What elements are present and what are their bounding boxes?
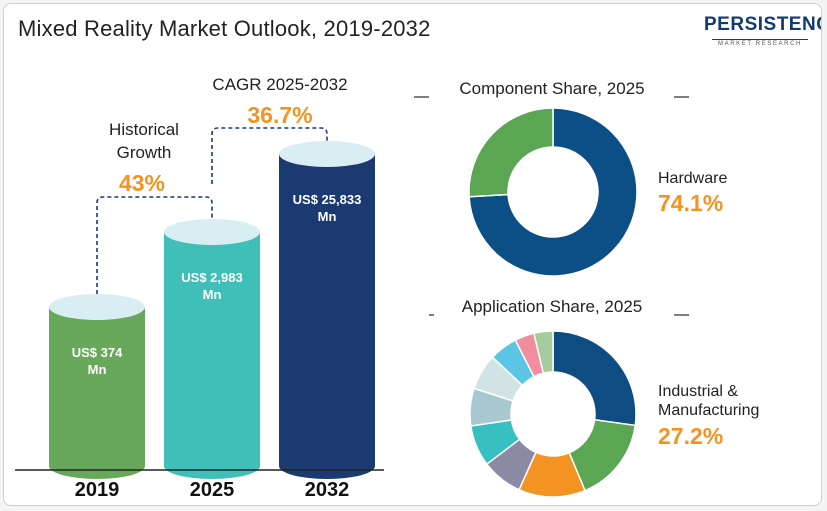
industrial-label: Industrial & <box>658 383 738 400</box>
historical-label: Growth <box>117 143 172 162</box>
x-tick-label: 2032 <box>305 479 350 501</box>
cagr-value: 36.7% <box>247 102 312 128</box>
bar-value-unit: Mn <box>88 362 107 377</box>
brand-divider <box>712 39 808 40</box>
hardware-value: 74.1% <box>658 190 723 216</box>
x-tick-label: 2019 <box>75 479 120 501</box>
application-share-title: Application Share, 2025 <box>462 297 643 316</box>
hardware-label: Hardware <box>658 170 727 187</box>
infographic-frame: Mixed Reality Market Outlook, 2019-2032 … <box>3 3 822 506</box>
cagr-connector <box>211 127 328 184</box>
brand-tagline: MARKET RESEARCH <box>718 41 802 47</box>
historical-value: 43% <box>119 170 165 196</box>
component-title-bg <box>429 76 674 102</box>
donut-slice <box>468 107 554 198</box>
bar-top-2032 <box>279 141 375 167</box>
bar-2032 <box>279 154 375 479</box>
donut-slice-industrial-manufacturing <box>552 330 637 427</box>
bar-top-2019 <box>49 294 145 320</box>
donut-slice <box>532 330 554 375</box>
donut-slice-hardware <box>468 107 638 277</box>
brand-name: PERSISTENCE <box>704 14 821 35</box>
bar-top-2025 <box>164 218 260 245</box>
page-title: Mixed Reality Market Outlook, 2019-2032 <box>18 16 431 41</box>
historical-connector <box>96 196 213 294</box>
industrial-label: Manufacturing <box>658 402 759 419</box>
x-tick-label: 2025 <box>190 479 235 501</box>
cagr-label: CAGR 2025-2032 <box>212 75 347 94</box>
historical-label: Historical <box>109 120 179 139</box>
chart-canvas: US$ 374 Mn 2019 US$ 2,983 Mn 2025 US$ 25,833 Mn… <box>15 75 759 501</box>
bar-value-label: US$ 25,833 <box>293 192 362 207</box>
bar-value-label: US$ 374 <box>72 345 123 360</box>
bar-2019 <box>49 307 145 479</box>
application-title-bg <box>434 294 674 320</box>
component-share-title: Component Share, 2025 <box>459 79 644 98</box>
bar-2025 <box>164 231 260 479</box>
bar-value-label: US$ 2,983 <box>181 270 242 285</box>
brand-logo: PERSISTENCE MARKET RESEARCH <box>704 14 821 56</box>
bar-value-unit: Mn <box>318 209 337 224</box>
bar-value-unit: Mn <box>203 287 222 302</box>
industrial-value: 27.2% <box>658 423 723 449</box>
